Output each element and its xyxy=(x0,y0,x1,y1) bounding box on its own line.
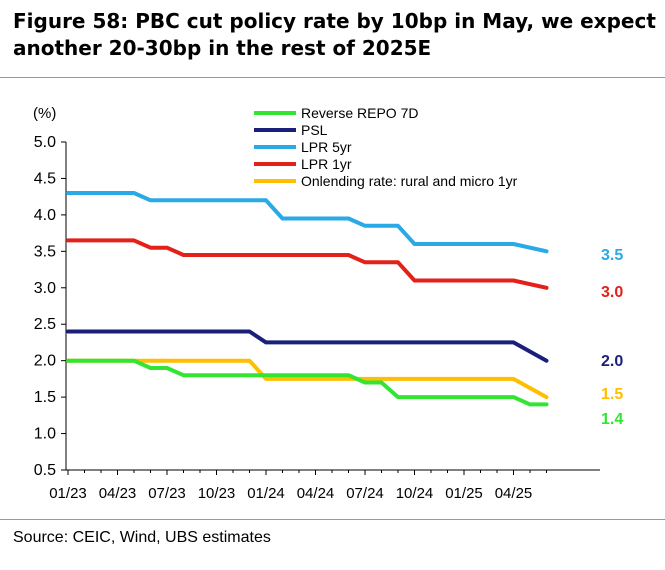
series-end-value-label: 3.0 xyxy=(601,284,623,301)
x-tick-label: 01/24 xyxy=(247,485,285,502)
x-tick-label: 04/23 xyxy=(99,485,137,502)
figure-title-line-1: Figure 58: PBC cut policy rate by 10bp i… xyxy=(13,9,656,33)
y-tick-label: 1.5 xyxy=(34,389,56,406)
legend-label: Onlending rate: rural and micro 1yr xyxy=(301,173,518,189)
y-tick-label: 2.0 xyxy=(34,353,56,370)
source-divider xyxy=(0,519,665,520)
y-axis-unit-label: (%) xyxy=(33,105,56,122)
series-end-value-label: 2.0 xyxy=(601,353,623,370)
x-tick-label: 10/24 xyxy=(396,485,434,502)
chart-axes: (%) 5.0 4.5 4.0 3.5 3.0 2.5 2.0 1.5 1.0 0.5 01/23 04… xyxy=(33,105,600,502)
legend-label: LPR 1yr xyxy=(301,156,352,172)
x-tick-label: 07/24 xyxy=(346,485,384,502)
x-tick-label: 01/25 xyxy=(445,485,483,502)
policy-rate-line-chart: (%) 5.0 4.5 4.0 3.5 3.0 2.5 2.0 1.5 1.0 0.5 01/23 04… xyxy=(33,105,623,502)
series-line-onlending-rate-rural-and-micro-1yr xyxy=(66,358,549,400)
y-tick-label: 3.0 xyxy=(34,280,56,297)
x-tick-label: 04/24 xyxy=(297,485,335,502)
y-tick-label: 2.5 xyxy=(34,316,56,333)
series-line-reverse-repo-7d xyxy=(66,358,549,407)
legend-label: LPR 5yr xyxy=(301,139,352,155)
title-divider xyxy=(0,77,665,78)
chart-end-labels: 1.4 2.0 3.5 3.0 1.5 xyxy=(601,247,623,428)
series-line-psl xyxy=(66,329,549,363)
y-tick-label: 5.0 xyxy=(34,134,56,151)
y-tick-label: 3.5 xyxy=(34,243,56,260)
legend-label: Reverse REPO 7D xyxy=(301,105,418,121)
y-tick-label: 1.0 xyxy=(34,426,56,443)
figure-title-line-2: another 20-30bp in the rest of 2025E xyxy=(13,36,432,60)
series-end-value-label: 3.5 xyxy=(601,247,623,264)
x-tick-label: 10/23 xyxy=(198,485,236,502)
x-tick-label: 07/23 xyxy=(148,485,186,502)
source-note: Source: CEIC, Wind, UBS estimates xyxy=(13,529,271,546)
chart-series-lines xyxy=(66,191,549,407)
y-tick-label: 4.0 xyxy=(34,207,56,224)
y-tick-label: 0.5 xyxy=(34,462,56,479)
figure-title: Figure 58: PBC cut policy rate by 10bp i… xyxy=(13,8,658,62)
y-tick-label: 4.5 xyxy=(34,170,56,187)
x-tick-label: 04/25 xyxy=(495,485,533,502)
series-end-value-label: 1.5 xyxy=(601,386,623,403)
series-line-lpr-1yr xyxy=(66,238,549,290)
legend-label: PSL xyxy=(301,122,328,138)
series-end-value-label: 1.4 xyxy=(601,411,623,428)
x-tick-label: 01/23 xyxy=(49,485,87,502)
series-line-lpr-5yr xyxy=(66,191,549,254)
